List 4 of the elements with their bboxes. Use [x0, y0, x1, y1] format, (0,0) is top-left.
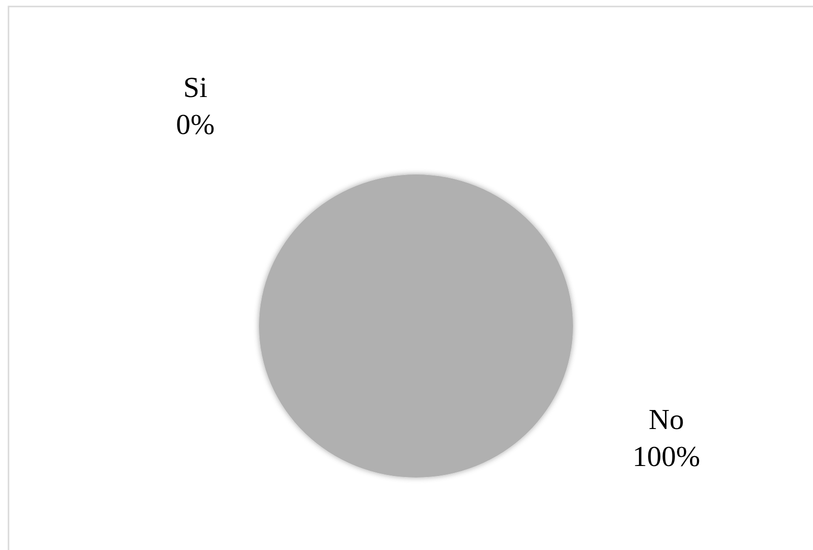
text: 0%	[176, 108, 215, 141]
data-label: 100%	[632, 440, 700, 473]
category-label: Si	[183, 72, 208, 104]
slice-label: No	[648, 404, 684, 436]
